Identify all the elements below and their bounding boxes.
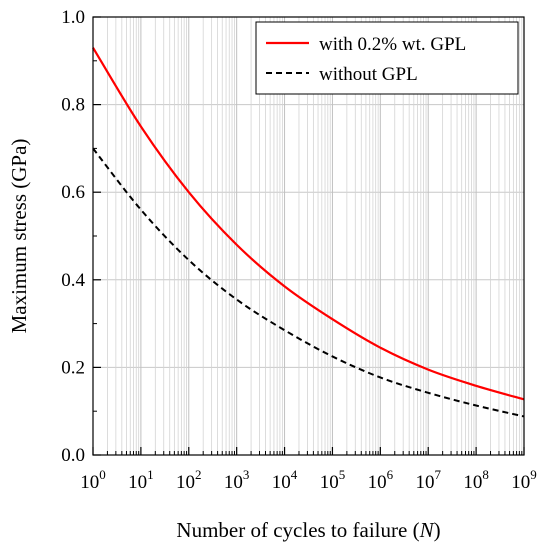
x-tick-label: 109 [511,467,537,493]
x-tick-label-base: 10 [320,472,339,493]
x-tick-label: 107 [415,467,441,493]
x-tick-label: 103 [224,467,250,493]
x-tick-label: 102 [176,467,202,493]
x-tick-label: 108 [463,467,489,493]
x-tick-label-base: 10 [511,472,530,493]
legend: with 0.2% wt. GPL without GPL [255,21,519,95]
x-tick-label-exponent: 9 [530,467,537,482]
x-tick-label-base: 10 [463,472,482,493]
y-axis-title: Maximum stress (GPa) [7,139,31,334]
legend-box [255,21,519,95]
x-tick-label-base: 10 [80,472,99,493]
x-tick-label-exponent: 7 [434,467,441,482]
x-tick-label-base: 10 [176,472,195,493]
x-tick-label-base: 10 [272,472,291,493]
y-tick-label: 0.0 [61,445,85,466]
series-line-without-gpl [92,147,525,418]
x-axis-title: Number of cycles to failure (N) [176,518,440,542]
x-tick-label-exponent: 5 [339,467,346,482]
y-tick-label: 0.2 [61,357,85,378]
x-tick-label: 106 [368,467,394,493]
y-tick-label: 1.0 [61,7,85,28]
x-axis-title-suffix: ) [434,518,441,542]
y-tick-label: 0.6 [61,182,85,203]
x-tick-label-exponent: 1 [147,467,154,482]
legend-label-with-gpl: with 0.2% wt. GPL [319,34,466,55]
x-tick-label: 104 [272,467,298,493]
axis-ticks [92,16,525,456]
x-axis-title-prefix: Number of cycles to failure ( [176,518,419,542]
x-tick-label-exponent: 4 [291,467,298,482]
x-tick-label-base: 10 [368,472,387,493]
x-tick-label-base: 10 [224,472,243,493]
x-tick-label-exponent: 2 [195,467,202,482]
x-tick-label-exponent: 8 [482,467,489,482]
x-tick-label-base: 10 [415,472,434,493]
x-axis-title-variable: N [419,518,435,542]
x-tick-label-exponent: 0 [99,467,106,482]
x-tick-label-exponent: 3 [243,467,250,482]
x-tick-label-exponent: 6 [387,467,394,482]
legend-label-without-gpl: without GPL [319,64,418,85]
series-line-with-gpl [92,47,525,401]
x-tick-label-base: 10 [128,472,147,493]
y-tick-label: 0.4 [61,270,85,291]
series-lines [92,47,525,418]
x-tick-label: 101 [128,467,154,493]
x-tick-label: 105 [320,467,346,493]
x-tick-label: 100 [80,467,106,493]
y-tick-label: 0.8 [61,95,85,116]
